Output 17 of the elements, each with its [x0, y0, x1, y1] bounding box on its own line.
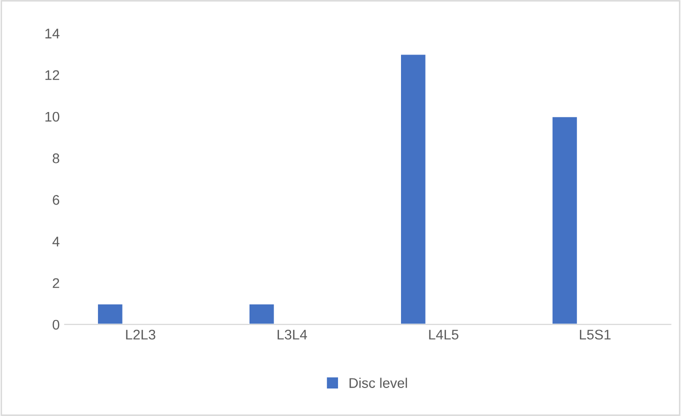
y-tick-label: 4: [52, 236, 60, 246]
bar: [551, 116, 578, 324]
y-tick-label: 8: [52, 153, 60, 164]
x-tick-label: L2L3: [126, 330, 156, 340]
bar: [248, 302, 276, 324]
y-tick-label: 6: [52, 195, 60, 205]
bar: [96, 302, 124, 324]
y-tick-label: 12: [45, 70, 60, 80]
y-tick-label: 2: [52, 278, 60, 288]
x-tick-label: L5S1: [580, 330, 611, 340]
bar: [400, 53, 427, 324]
x-tick-label: L3L4: [278, 330, 308, 340]
y-tick-label: 14: [45, 28, 60, 38]
legend-label: Disc level: [350, 378, 407, 388]
x-tick-label: L4L5: [429, 330, 458, 340]
y-tick-label: 10: [45, 112, 60, 122]
y-tick-label: 0: [52, 320, 60, 330]
